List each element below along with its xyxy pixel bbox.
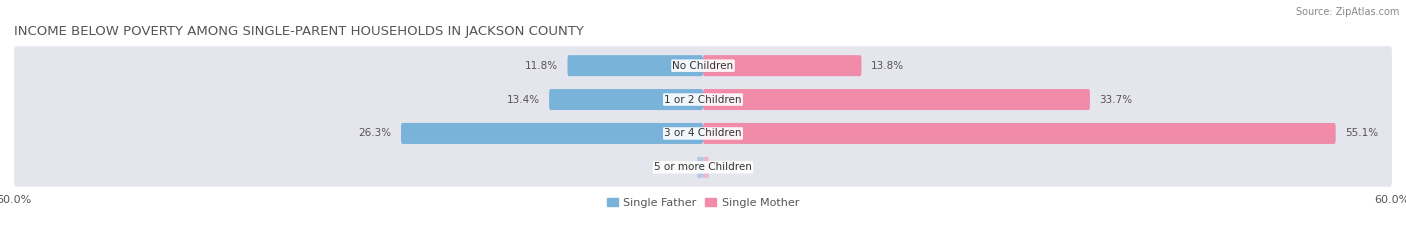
- FancyBboxPatch shape: [703, 89, 1090, 110]
- Text: 3 or 4 Children: 3 or 4 Children: [664, 128, 742, 138]
- FancyBboxPatch shape: [703, 157, 709, 178]
- Text: INCOME BELOW POVERTY AMONG SINGLE-PARENT HOUSEHOLDS IN JACKSON COUNTY: INCOME BELOW POVERTY AMONG SINGLE-PARENT…: [14, 25, 583, 38]
- FancyBboxPatch shape: [14, 46, 1392, 85]
- Text: No Children: No Children: [672, 61, 734, 71]
- FancyBboxPatch shape: [703, 55, 862, 76]
- Text: 0.0%: 0.0%: [713, 162, 738, 172]
- Text: 55.1%: 55.1%: [1346, 128, 1378, 138]
- FancyBboxPatch shape: [14, 80, 1392, 119]
- FancyBboxPatch shape: [568, 55, 703, 76]
- FancyBboxPatch shape: [550, 89, 703, 110]
- FancyBboxPatch shape: [703, 123, 1336, 144]
- FancyBboxPatch shape: [14, 148, 1392, 187]
- FancyBboxPatch shape: [401, 123, 703, 144]
- Text: 11.8%: 11.8%: [526, 61, 558, 71]
- Text: 0.0%: 0.0%: [668, 162, 693, 172]
- FancyBboxPatch shape: [14, 114, 1392, 153]
- Text: 13.8%: 13.8%: [870, 61, 904, 71]
- FancyBboxPatch shape: [697, 157, 703, 178]
- Text: 33.7%: 33.7%: [1099, 95, 1132, 105]
- Legend: Single Father, Single Mother: Single Father, Single Mother: [602, 193, 804, 212]
- Text: Source: ZipAtlas.com: Source: ZipAtlas.com: [1295, 7, 1399, 17]
- Text: 26.3%: 26.3%: [359, 128, 392, 138]
- Text: 1 or 2 Children: 1 or 2 Children: [664, 95, 742, 105]
- Text: 5 or more Children: 5 or more Children: [654, 162, 752, 172]
- Text: 13.4%: 13.4%: [506, 95, 540, 105]
